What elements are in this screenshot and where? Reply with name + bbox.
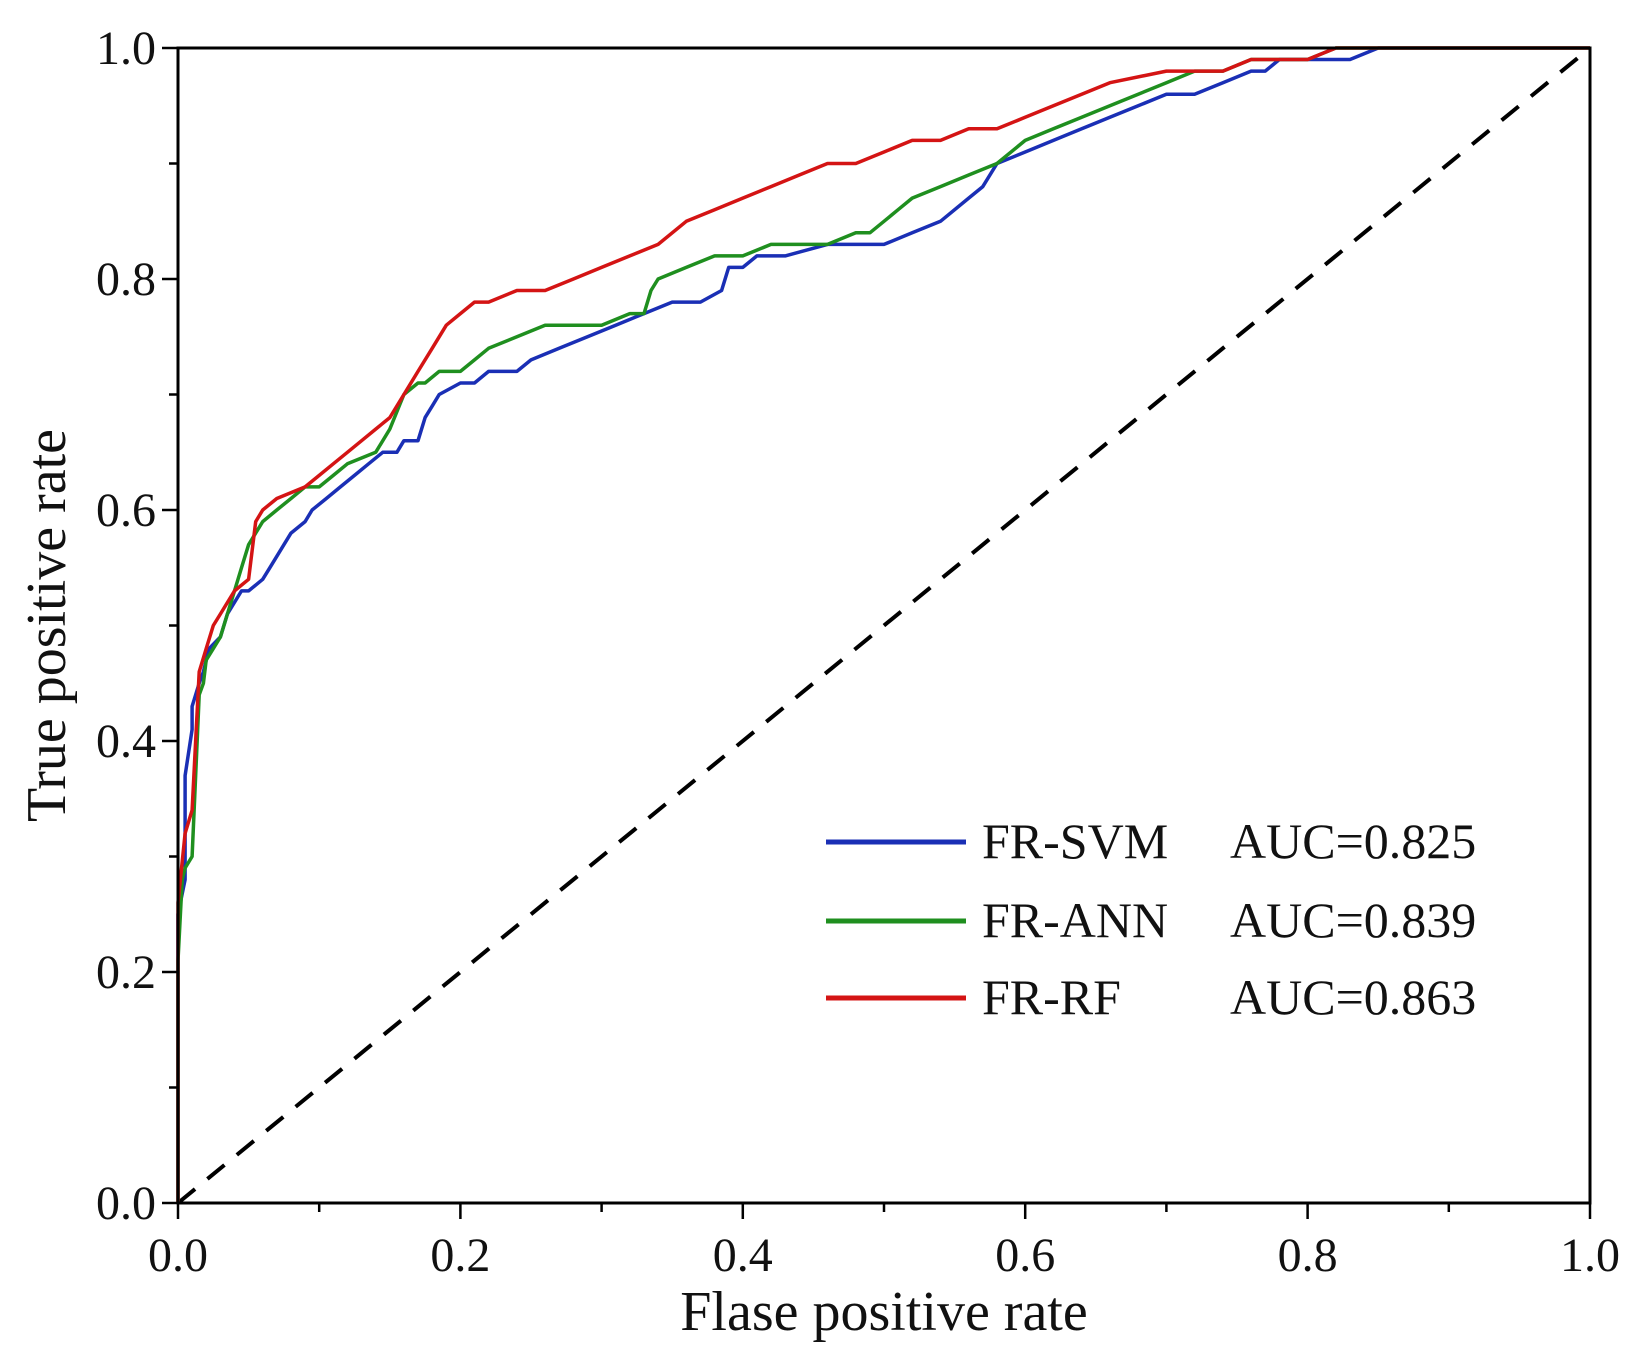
y-tick-label: 0.4 xyxy=(96,715,156,768)
x-tick-label: 0.6 xyxy=(995,1229,1055,1282)
x-tick-label: 0.0 xyxy=(148,1229,208,1282)
x-axis-title: Flase positive rate xyxy=(680,1281,1087,1343)
ticks-layer xyxy=(162,46,1592,1219)
legend: FR-SVM AUC=0.825 FR-ANN AUC=0.839 FR-RF … xyxy=(826,813,1476,1025)
diagonal-layer xyxy=(176,46,1592,1205)
legend-auc-fr-rf: AUC=0.863 xyxy=(1230,969,1476,1025)
x-tick-label: 0.4 xyxy=(713,1229,773,1282)
x-tick-label: 0.8 xyxy=(1278,1229,1338,1282)
legend-auc-fr-ann: AUC=0.839 xyxy=(1230,892,1476,948)
legend-label-fr-ann: FR-ANN xyxy=(982,892,1168,948)
series-line-fr-rf xyxy=(176,46,1590,1203)
y-tick-label: 0.8 xyxy=(96,253,156,306)
y-tick-label: 0.0 xyxy=(96,1177,156,1230)
x-tick-label: 1.0 xyxy=(1560,1229,1620,1282)
series-line-fr-svm xyxy=(176,46,1590,1203)
series-layer xyxy=(176,46,1590,1203)
y-tick-label: 0.6 xyxy=(96,484,156,537)
reference-diagonal-line xyxy=(176,46,1592,1205)
legend-label-fr-rf: FR-RF xyxy=(982,969,1121,1025)
y-tick-label: 1.0 xyxy=(96,22,156,75)
y-tick-label: 0.2 xyxy=(96,946,156,999)
legend-label-fr-svm: FR-SVM xyxy=(982,813,1168,869)
legend-auc-fr-svm: AUC=0.825 xyxy=(1230,813,1476,869)
y-axis-title: True positive rate xyxy=(16,429,78,822)
tick-labels-layer: 0.0 0.2 0.4 0.6 0.8 1.0 0.0 0.2 0.4 0.6 0.8 1.0 xyxy=(96,22,1620,1282)
x-tick-label: 0.2 xyxy=(430,1229,490,1282)
